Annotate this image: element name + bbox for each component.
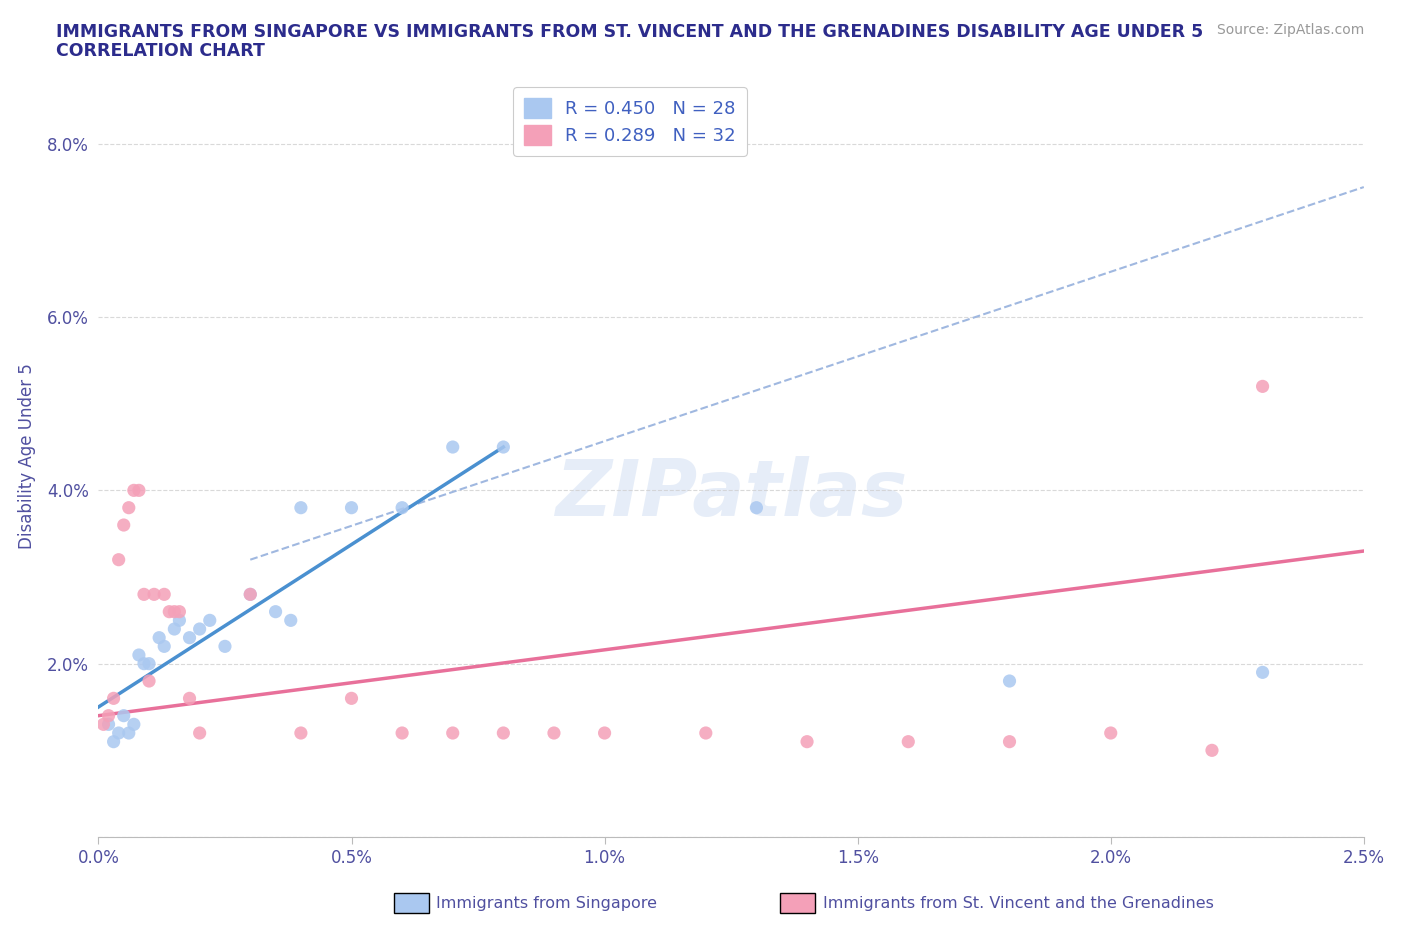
Point — [280, 613, 302, 628]
Point — [118, 725, 141, 740]
Point — [128, 483, 150, 498]
Legend: R = 0.450   N = 28, R = 0.289   N = 32: R = 0.450 N = 28, R = 0.289 N = 32 — [513, 87, 747, 156]
Point — [441, 440, 464, 455]
Point — [118, 500, 141, 515]
Point — [112, 709, 135, 724]
Point — [163, 621, 186, 636]
Point — [132, 657, 155, 671]
Point — [391, 725, 413, 740]
Point — [169, 613, 191, 628]
Point — [214, 639, 236, 654]
Point — [239, 587, 262, 602]
Y-axis label: Disability Age Under 5: Disability Age Under 5 — [18, 363, 35, 549]
Text: Immigrants from St. Vincent and the Grenadines: Immigrants from St. Vincent and the Gren… — [823, 896, 1213, 910]
Point — [138, 673, 160, 688]
Text: CORRELATION CHART: CORRELATION CHART — [56, 42, 266, 60]
Point — [157, 604, 180, 619]
Point — [179, 631, 201, 645]
Point — [998, 673, 1021, 688]
Point — [492, 725, 515, 740]
Point — [107, 552, 129, 567]
Point — [103, 735, 125, 750]
Point — [543, 725, 565, 740]
Point — [239, 587, 262, 602]
Point — [897, 735, 920, 750]
Point — [998, 735, 1021, 750]
Point — [128, 647, 150, 662]
Text: IMMIGRANTS FROM SINGAPORE VS IMMIGRANTS FROM ST. VINCENT AND THE GRENADINES DISA: IMMIGRANTS FROM SINGAPORE VS IMMIGRANTS … — [56, 23, 1204, 41]
Point — [97, 717, 120, 732]
Point — [188, 725, 211, 740]
Point — [153, 639, 176, 654]
Point — [148, 631, 170, 645]
Point — [93, 717, 115, 732]
Text: ZIPatlas: ZIPatlas — [555, 456, 907, 532]
Point — [391, 500, 413, 515]
Text: Immigrants from Singapore: Immigrants from Singapore — [436, 896, 657, 910]
Point — [112, 518, 135, 533]
Point — [132, 587, 155, 602]
Point — [122, 717, 145, 732]
Point — [179, 691, 201, 706]
Point — [264, 604, 287, 619]
Point — [1251, 379, 1274, 393]
Point — [593, 725, 616, 740]
Point — [1201, 743, 1223, 758]
Point — [340, 500, 363, 515]
Point — [138, 657, 160, 671]
Point — [163, 604, 186, 619]
Point — [97, 709, 120, 724]
Point — [492, 440, 515, 455]
Point — [1099, 725, 1122, 740]
Point — [103, 691, 125, 706]
Point — [1251, 665, 1274, 680]
Point — [188, 621, 211, 636]
Point — [143, 587, 166, 602]
Point — [796, 735, 818, 750]
Point — [695, 725, 717, 740]
Point — [745, 500, 768, 515]
Point — [153, 587, 176, 602]
Point — [122, 483, 145, 498]
Text: Source: ZipAtlas.com: Source: ZipAtlas.com — [1216, 23, 1364, 37]
Point — [340, 691, 363, 706]
Point — [441, 725, 464, 740]
Point — [107, 725, 129, 740]
Point — [290, 500, 312, 515]
Point — [198, 613, 221, 628]
Point — [169, 604, 191, 619]
Point — [290, 725, 312, 740]
